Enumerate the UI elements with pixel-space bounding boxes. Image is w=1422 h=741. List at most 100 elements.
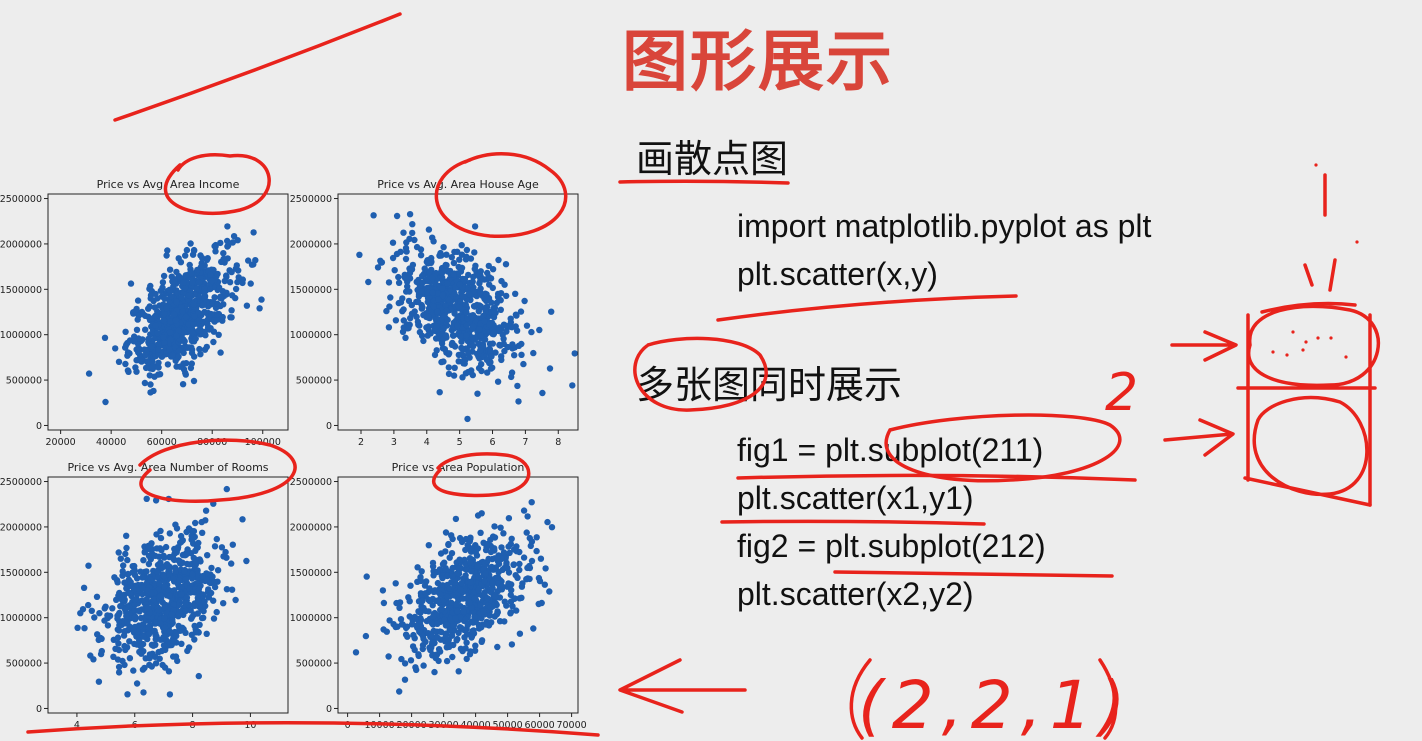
- scatter-point: [445, 541, 452, 549]
- scatter-point: [166, 286, 173, 293]
- scatter-point: [165, 495, 172, 503]
- scatter-point: [489, 340, 496, 347]
- scatter-point: [174, 289, 181, 296]
- scatter-point: [256, 305, 263, 312]
- scatter-point: [204, 552, 211, 559]
- scatter-point: [156, 580, 163, 587]
- scatter-point: [489, 364, 496, 371]
- scatter-point: [199, 572, 206, 580]
- scatter-point: [434, 634, 441, 641]
- scatter-point: [184, 344, 192, 351]
- scatter-point: [430, 303, 437, 311]
- scatter-point: [403, 248, 410, 255]
- scatter-point: [233, 262, 240, 269]
- scatter-point: [405, 324, 412, 332]
- scatter-point: [154, 568, 161, 576]
- scatter-point: [187, 607, 194, 614]
- scatter-point: [133, 326, 141, 333]
- scatter-point: [160, 317, 168, 324]
- scatter-point: [471, 223, 479, 230]
- scatter-point: [463, 322, 470, 329]
- x-tick-label: 100000: [245, 437, 281, 448]
- scatter-point: [211, 578, 218, 586]
- scatter-point: [397, 616, 405, 623]
- scatter-point: [154, 308, 161, 315]
- scatter-point: [148, 343, 156, 350]
- scatter-point: [478, 637, 486, 644]
- scatter-point: [391, 267, 398, 274]
- scatter-point: [471, 249, 478, 256]
- scatter-point: [161, 295, 168, 302]
- code-line-scatter-2: plt.scatter(x2,y2): [737, 576, 974, 612]
- scatter-point: [396, 604, 403, 611]
- scatter-point: [537, 555, 545, 562]
- scatter-point: [201, 308, 208, 316]
- scatter-point: [387, 294, 394, 301]
- scatter-point: [417, 246, 425, 253]
- scatter-point: [511, 546, 518, 553]
- scatter-point: [190, 246, 198, 254]
- scatter-point: [451, 248, 458, 256]
- scatter-point: [446, 350, 453, 357]
- scatter-point: [95, 678, 103, 685]
- scatter-point: [190, 321, 197, 328]
- scatter-point: [421, 582, 429, 589]
- scatter-point: [419, 645, 426, 653]
- scatter-point: [130, 338, 138, 345]
- scatter-point: [152, 322, 160, 329]
- scatter-point: [425, 313, 432, 321]
- x-tick-label: 4: [74, 720, 80, 731]
- scatter-point: [182, 576, 190, 583]
- scatter-point: [523, 322, 531, 329]
- scatter-point: [127, 578, 134, 586]
- scatter-point: [191, 353, 198, 360]
- scatter-point: [475, 340, 482, 347]
- scatter-point: [497, 524, 504, 531]
- scatter-point: [155, 364, 162, 371]
- scatter-point: [487, 536, 494, 544]
- scatter-point: [199, 529, 206, 536]
- scatter-point: [513, 327, 521, 334]
- scatter-point: [458, 580, 465, 587]
- x-tick-label: 0: [345, 720, 351, 731]
- scatter-point: [85, 601, 92, 609]
- scatter-point: [115, 669, 123, 676]
- scatter-point: [493, 611, 501, 618]
- scatter-point: [418, 568, 425, 575]
- scatter-point: [133, 368, 140, 375]
- scatter-point: [117, 555, 125, 562]
- x-tick-label: 70000: [556, 720, 586, 731]
- scatter-point: [146, 661, 153, 669]
- scatter-point: [195, 539, 202, 547]
- scatter-point: [427, 631, 435, 639]
- scatter-point: [170, 311, 178, 318]
- scatter-point: [546, 588, 553, 595]
- scatter-point: [122, 550, 129, 558]
- scatter-point: [417, 577, 425, 585]
- scatter-point: [200, 607, 207, 615]
- scatter-point: [470, 303, 478, 310]
- scatter-point: [160, 633, 167, 641]
- scatter-point: [424, 260, 432, 267]
- scatter-point: [455, 565, 462, 573]
- scatter-point: [115, 627, 123, 634]
- scatter-point: [163, 304, 170, 312]
- scatter-point: [154, 329, 161, 337]
- scatter-point: [404, 283, 411, 290]
- scatter-point: [194, 570, 201, 578]
- scatter-point: [507, 609, 515, 616]
- scatter-point: [135, 349, 142, 356]
- scatter-point: [503, 292, 510, 300]
- scatter-point: [423, 324, 430, 331]
- scatter-point: [389, 239, 397, 246]
- scatter-point: [424, 298, 431, 306]
- x-tick-label: 40000: [460, 720, 490, 731]
- scatter-point: [192, 629, 199, 636]
- scatter-point: [425, 226, 433, 233]
- scatter-point: [474, 390, 481, 397]
- scatter-point: [197, 351, 204, 358]
- scatter-point: [400, 324, 407, 331]
- scatter-point: [446, 643, 453, 650]
- scatter-point: [400, 229, 407, 236]
- scatter-point: [374, 264, 382, 271]
